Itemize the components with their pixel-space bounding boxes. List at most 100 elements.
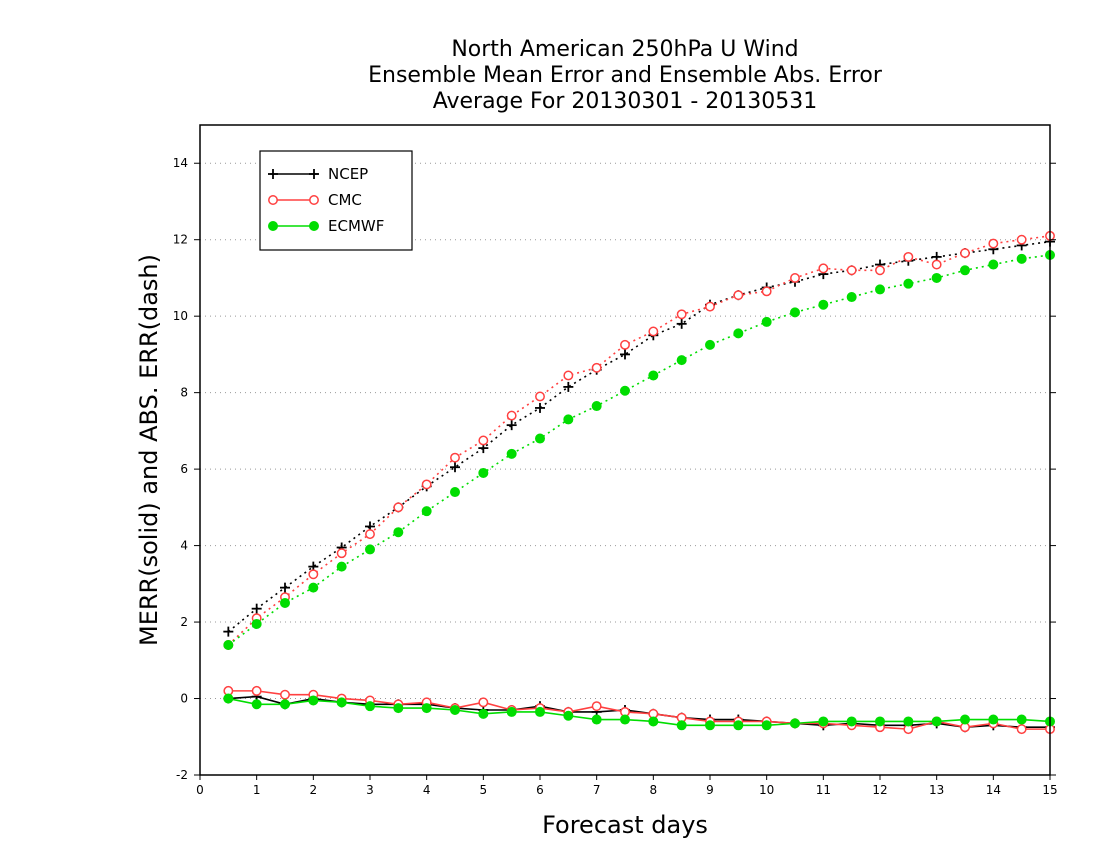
x-tick-label: 9	[706, 783, 714, 797]
x-tick-label: 6	[536, 783, 544, 797]
point-ecmwf-mean-error	[620, 714, 630, 725]
x-tick-label: 2	[310, 783, 318, 797]
legend-marker-cmc	[309, 195, 319, 205]
x-tick-label: 7	[593, 783, 601, 797]
point-ecmwf-abs-error	[676, 355, 687, 366]
point-ecmwf-abs-error	[591, 401, 602, 412]
series-ncep	[223, 236, 1055, 733]
point-cmc-abs-error	[818, 263, 829, 274]
x-tick-label: 8	[650, 783, 658, 797]
point-ecmwf-mean-error	[223, 693, 234, 704]
x-tick-label: 5	[480, 783, 488, 797]
legend-label-ecmwf: ECMWF	[328, 217, 384, 235]
point-ecmwf-mean-error	[676, 720, 687, 731]
y-tick-label: 10	[173, 309, 188, 323]
x-tick-label: 3	[366, 783, 374, 797]
point-cmc-mean-error	[591, 701, 602, 712]
x-tick-label: 15	[1042, 783, 1057, 797]
point-ecmwf-abs-error	[421, 506, 432, 517]
y-tick-label: 4	[180, 539, 188, 553]
point-ecmwf-abs-error	[450, 487, 460, 498]
point-ecmwf-mean-error	[761, 720, 772, 731]
point-ecmwf-mean-error	[648, 716, 659, 727]
legend-marker-cmc	[268, 195, 278, 205]
point-ecmwf-mean-error	[506, 706, 517, 717]
point-cmc-abs-error	[506, 410, 517, 421]
y-tick-label: 2	[180, 615, 188, 629]
point-ecmwf-mean-error	[790, 718, 800, 729]
legend: NCEP CMC ECMWF	[259, 150, 413, 251]
point-cmc-abs-error	[365, 529, 375, 540]
point-ecmwf-abs-error	[393, 527, 404, 538]
series-ecmwf	[223, 250, 1055, 731]
point-ecmwf-mean-error	[393, 703, 404, 714]
plot-frame	[199, 124, 1051, 776]
point-cmc-abs-error	[450, 452, 460, 463]
x-tick-label: 11	[816, 783, 831, 797]
point-ecmwf-mean-error	[846, 716, 857, 727]
point-ecmwf-mean-error	[931, 716, 942, 727]
point-cmc-abs-error	[790, 272, 800, 283]
point-cmc-abs-error	[875, 265, 885, 276]
point-ecmwf-mean-error	[280, 699, 290, 710]
point-cmc-abs-error	[960, 248, 970, 259]
point-cmc-abs-error	[393, 502, 404, 513]
point-cmc-abs-error	[336, 548, 347, 559]
series-cmc	[223, 230, 1055, 735]
point-ecmwf-mean-error	[251, 699, 262, 710]
grid-lines	[200, 162, 1050, 776]
point-ecmwf-abs-error	[733, 328, 744, 339]
point-ecmwf-abs-error	[620, 385, 630, 396]
point-ecmwf-mean-error	[705, 720, 715, 731]
point-ecmwf-abs-error	[761, 316, 772, 327]
point-ecmwf-abs-error	[790, 307, 800, 318]
point-ecmwf-abs-error	[705, 339, 715, 350]
legend-marker-ecmwf	[309, 221, 319, 231]
chart-title: North American 250hPa U Wind	[451, 37, 799, 62]
y-tick-label: 8	[180, 386, 188, 400]
point-cmc-mean-error	[1016, 724, 1027, 735]
point-cmc-abs-error	[846, 265, 857, 276]
point-ecmwf-mean-error	[818, 716, 829, 727]
point-cmc-abs-error	[705, 301, 715, 312]
line-ncep-mean-error	[228, 695, 1050, 729]
x-tick-label: 10	[759, 783, 774, 797]
point-ecmwf-mean-error	[591, 714, 602, 725]
point-cmc-mean-error	[280, 689, 290, 700]
point-ecmwf-abs-error	[280, 597, 290, 608]
point-cmc-abs-error	[620, 339, 630, 350]
point-cmc-abs-error	[421, 479, 432, 490]
point-cmc-abs-error	[563, 370, 574, 381]
y-tick-label: 6	[180, 462, 188, 476]
y-tick-label: 14	[173, 156, 188, 170]
point-cmc-mean-error	[251, 685, 262, 696]
point-ecmwf-mean-error	[308, 695, 319, 706]
point-ecmwf-abs-error	[988, 259, 999, 270]
point-cmc-abs-error	[903, 251, 914, 262]
x-tick-label: 4	[423, 783, 431, 797]
x-tick-label: 1	[253, 783, 261, 797]
line-cmc-mean-error	[228, 690, 1050, 730]
y-tick-label: -2	[176, 768, 188, 782]
legend-marker-ecmwf	[268, 221, 278, 231]
point-ecmwf-mean-error	[733, 720, 744, 731]
point-cmc-abs-error	[676, 309, 687, 320]
point-ecmwf-mean-error	[336, 697, 347, 708]
point-cmc-abs-error	[761, 286, 772, 297]
point-ecmwf-abs-error	[818, 299, 829, 310]
y-tick-label: 12	[173, 233, 188, 247]
legend-label-ncep: NCEP	[328, 165, 368, 183]
point-ecmwf-mean-error	[903, 716, 914, 727]
point-ecmwf-mean-error	[478, 708, 489, 719]
chart-subtitle: Ensemble Mean Error and Ensemble Abs. Er…	[368, 63, 882, 88]
legend-label-cmc: CMC	[328, 191, 362, 209]
point-ecmwf-mean-error	[960, 714, 970, 725]
point-ecmwf-abs-error	[365, 544, 375, 555]
point-cmc-abs-error	[1016, 234, 1027, 245]
point-ecmwf-abs-error	[223, 640, 234, 650]
point-cmc-abs-error	[535, 391, 545, 402]
point-cmc-abs-error	[591, 362, 602, 373]
